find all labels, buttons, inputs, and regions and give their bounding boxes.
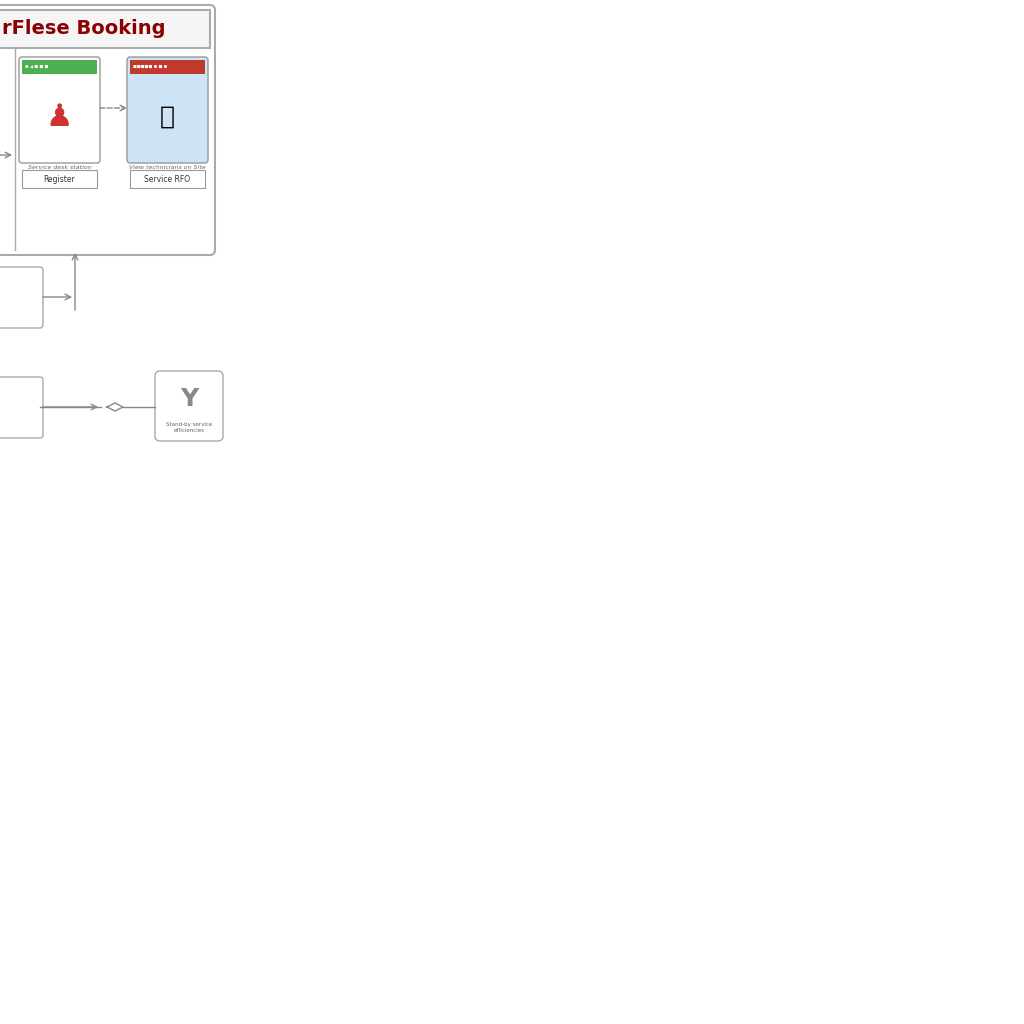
Text: ♟: ♟ (46, 102, 73, 131)
Text: Service RFO: Service RFO (144, 174, 190, 183)
FancyBboxPatch shape (0, 377, 43, 438)
Text: Y: Y (180, 387, 198, 411)
Bar (130, 60, 205, 74)
Text: 🚗: 🚗 (160, 105, 175, 129)
FancyBboxPatch shape (127, 57, 208, 163)
FancyBboxPatch shape (19, 57, 100, 163)
Bar (22, 170, 97, 188)
Text: rFlese Booking: rFlese Booking (2, 19, 166, 39)
Bar (22, 60, 97, 74)
Text: ■■■■■ ● ■ ●: ■■■■■ ● ■ ● (133, 65, 167, 69)
Text: Stand-by service
efficiencies: Stand-by service efficiencies (166, 422, 212, 433)
Bar (130, 170, 205, 188)
FancyBboxPatch shape (0, 5, 215, 255)
Text: Service desk station: Service desk station (28, 165, 91, 170)
Bar (0, 10, 210, 48)
Text: ● ◀ ■ ■ ■: ● ◀ ■ ■ ■ (25, 65, 48, 69)
Text: View technicians on Site: View technicians on Site (129, 165, 206, 170)
FancyBboxPatch shape (155, 371, 223, 441)
Text: Register: Register (44, 174, 76, 183)
FancyBboxPatch shape (0, 267, 43, 328)
